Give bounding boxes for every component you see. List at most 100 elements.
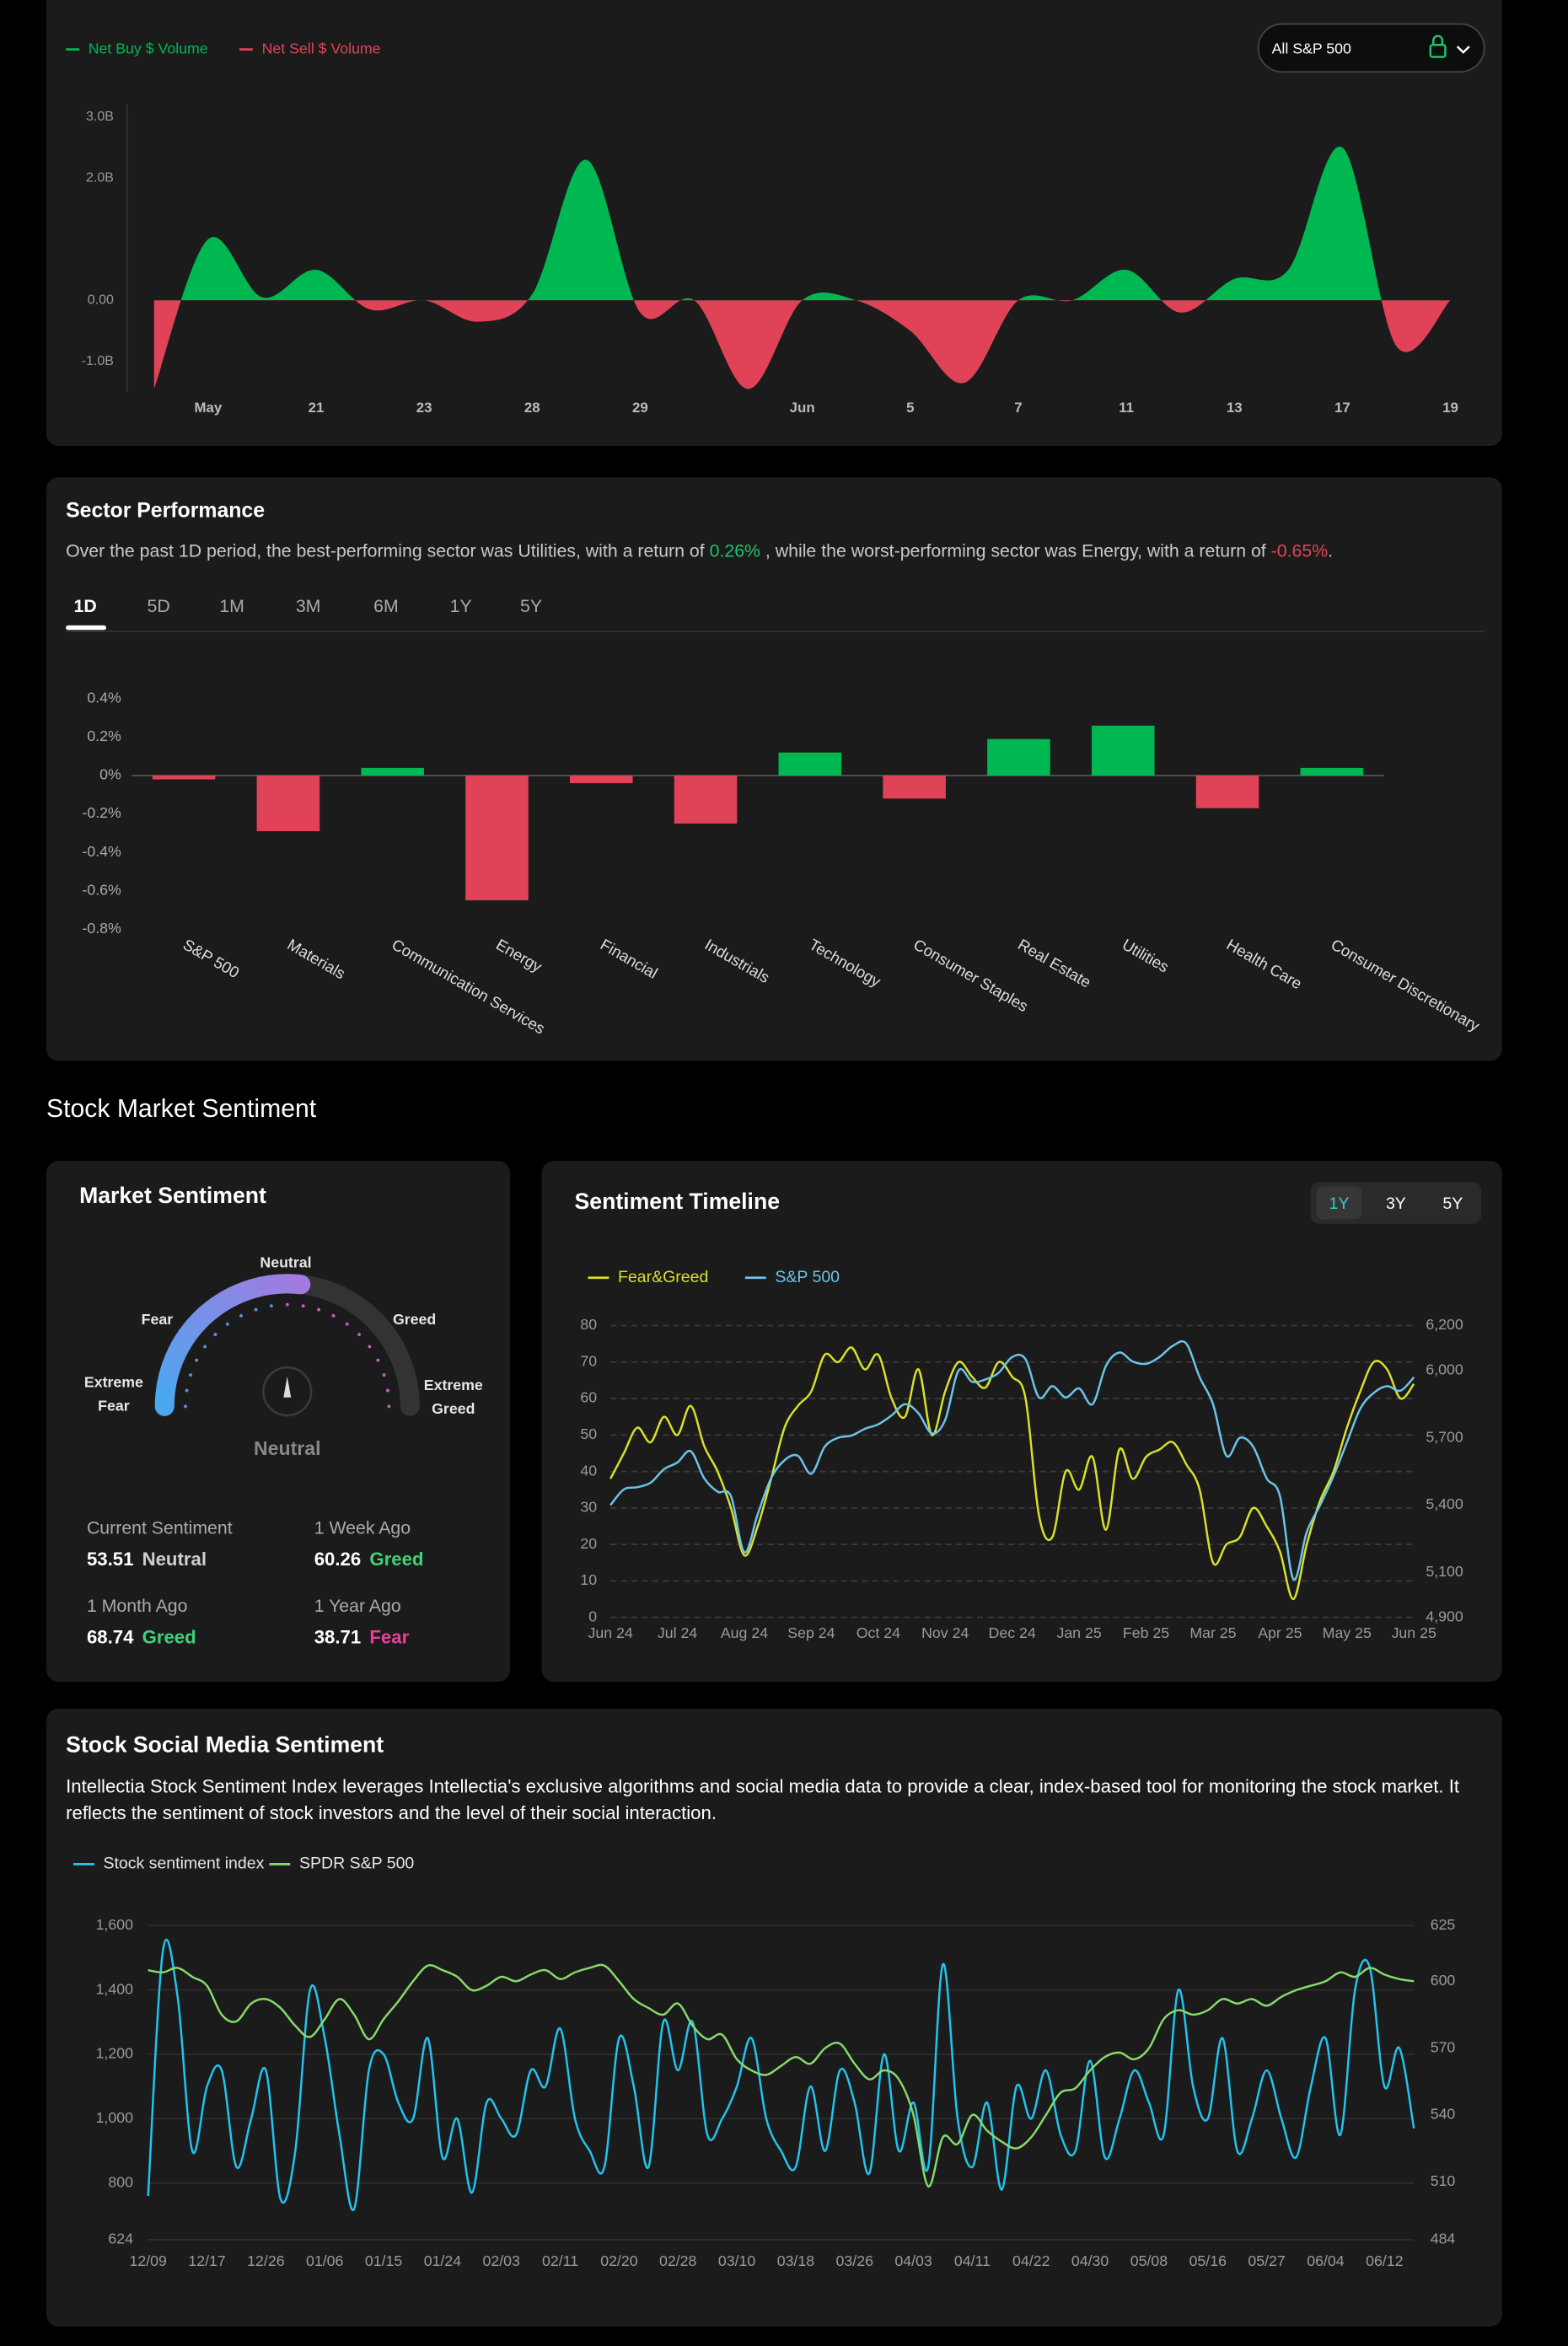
y-tick-label: 70 bbox=[580, 1352, 597, 1369]
x-tick-label: 05/16 bbox=[1189, 2252, 1227, 2269]
stat-label: 1 Month Ago bbox=[87, 1596, 187, 1616]
x-tick-label: Jul 24 bbox=[658, 1624, 697, 1641]
gauge-dot bbox=[386, 1388, 389, 1393]
needle bbox=[283, 1376, 292, 1398]
x-tick-label: 02/11 bbox=[542, 2252, 578, 2269]
bar bbox=[256, 775, 320, 832]
x-tick-label: 04/30 bbox=[1071, 2252, 1109, 2269]
zone-label: Extreme Fear bbox=[83, 1375, 143, 1416]
x-tick-label: Oct 24 bbox=[856, 1624, 900, 1641]
range-button[interactable]: 5Y bbox=[1442, 1194, 1463, 1213]
gauge-reading: Neutral bbox=[254, 1437, 320, 1459]
gauge-dot bbox=[376, 1358, 380, 1362]
x-tick-label: 12/17 bbox=[188, 2252, 225, 2269]
y2-tick-label: 6,000 bbox=[1426, 1361, 1463, 1377]
y-tick-label: 60 bbox=[580, 1389, 597, 1406]
y-tick-label: 1,600 bbox=[96, 1916, 134, 1933]
gauge-dot bbox=[301, 1304, 305, 1308]
gauge-dot bbox=[357, 1333, 362, 1336]
y-tick-label: 40 bbox=[580, 1462, 597, 1479]
gauge-dot bbox=[285, 1302, 289, 1307]
tab[interactable]: 6M bbox=[373, 596, 399, 616]
zone-label: Fear bbox=[141, 1312, 174, 1329]
series-line bbox=[148, 1963, 1415, 2188]
gauge-dot bbox=[345, 1322, 349, 1326]
bar bbox=[1091, 725, 1155, 776]
card bbox=[46, 477, 1502, 1061]
bar bbox=[1195, 775, 1259, 808]
x-tick-label: May 25 bbox=[1323, 1624, 1372, 1641]
y2-tick-label: 570 bbox=[1431, 2038, 1456, 2055]
x-tick-label: Feb 25 bbox=[1123, 1624, 1169, 1641]
x-tick-label: 01/24 bbox=[424, 2252, 462, 2269]
y2-tick-label: 510 bbox=[1431, 2172, 1456, 2189]
x-tick-label: 13 bbox=[1227, 400, 1243, 416]
y-tick-label: 10 bbox=[580, 1571, 597, 1588]
card bbox=[46, 1708, 1502, 2327]
gauge-dot bbox=[225, 1322, 229, 1326]
bar bbox=[152, 775, 216, 780]
tab-indicator bbox=[66, 625, 107, 631]
y-tick-label: 0.00 bbox=[88, 293, 114, 308]
x-tick-label: 02/20 bbox=[600, 2252, 638, 2269]
dropdown-label[interactable]: All S&P 500 bbox=[1272, 40, 1351, 56]
gauge-dot bbox=[184, 1404, 188, 1409]
tab[interactable]: 3M bbox=[296, 596, 321, 616]
description-box: Intellectia Stock Sentiment Index levera… bbox=[66, 1776, 1459, 1824]
x-tick-label: 02/03 bbox=[483, 2252, 521, 2269]
y-tick-label: 1,000 bbox=[96, 2109, 134, 2126]
x-tick-label: Sep 24 bbox=[787, 1624, 835, 1641]
x-tick-label: Dec 24 bbox=[989, 1624, 1036, 1641]
x-tick-label: 23 bbox=[416, 400, 432, 416]
range-active bbox=[1316, 1186, 1362, 1220]
y-tick-label: -0.8% bbox=[82, 920, 121, 937]
zone-box: Extreme Fear bbox=[83, 1375, 143, 1416]
tab[interactable]: 1D bbox=[74, 596, 97, 616]
x-tick-label: Aug 24 bbox=[721, 1624, 768, 1641]
x-tick-label: Apr 25 bbox=[1258, 1624, 1302, 1641]
description-part: 0.26% bbox=[709, 540, 760, 561]
x-tick-label: 01/06 bbox=[306, 2252, 344, 2269]
stat-status: Greed bbox=[369, 1549, 423, 1570]
stat-status: Greed bbox=[142, 1626, 196, 1647]
tab[interactable]: 5D bbox=[148, 596, 170, 616]
card bbox=[541, 1161, 1502, 1682]
zone-box: Fear bbox=[141, 1312, 174, 1329]
tab[interactable]: 1M bbox=[219, 596, 244, 616]
y-tick-label: 624 bbox=[108, 2231, 133, 2247]
x-tick-label: 02/28 bbox=[659, 2252, 697, 2269]
x-tick-label: 21 bbox=[309, 400, 325, 416]
range-button[interactable]: 3Y bbox=[1386, 1194, 1406, 1213]
zone-box: Extreme Greed bbox=[424, 1378, 483, 1419]
card bbox=[46, 0, 1502, 446]
y-tick-label: 2.0B bbox=[86, 171, 114, 185]
gauge-dot bbox=[185, 1388, 189, 1393]
y-tick-label: 0.4% bbox=[87, 690, 121, 706]
bar bbox=[674, 775, 738, 824]
section-title: Stock Market Sentiment bbox=[46, 1095, 317, 1123]
bar bbox=[1300, 767, 1364, 776]
dropdown[interactable]: All S&P 500 bbox=[1257, 23, 1485, 73]
series-line bbox=[609, 1346, 1415, 1601]
stat-status: Fear bbox=[369, 1626, 409, 1647]
tab[interactable]: 5Y bbox=[520, 596, 542, 616]
series-line bbox=[147, 1938, 1415, 2212]
tab[interactable]: 1Y bbox=[450, 596, 472, 616]
y-tick-label: 800 bbox=[108, 2173, 133, 2190]
description-part: -0.65% bbox=[1270, 540, 1329, 561]
y-tick-label: 30 bbox=[580, 1499, 597, 1516]
bar bbox=[883, 775, 946, 799]
x-tick-label: 05/27 bbox=[1248, 2252, 1285, 2269]
gauge-dot bbox=[254, 1307, 258, 1312]
legend-label: Stock sentiment index bbox=[103, 1855, 264, 1873]
y2-tick-label: 6,200 bbox=[1426, 1316, 1463, 1333]
gauge-value bbox=[154, 1274, 311, 1416]
dropdown-box[interactable] bbox=[1257, 23, 1485, 73]
y2-tick-label: 600 bbox=[1431, 1972, 1456, 1989]
range-button[interactable]: 1Y bbox=[1329, 1194, 1350, 1213]
x-tick-label: 04/03 bbox=[894, 2252, 932, 2269]
gauge-dot bbox=[387, 1404, 391, 1409]
x-tick-label: 05/08 bbox=[1130, 2252, 1168, 2269]
gauge-dot bbox=[269, 1304, 273, 1308]
